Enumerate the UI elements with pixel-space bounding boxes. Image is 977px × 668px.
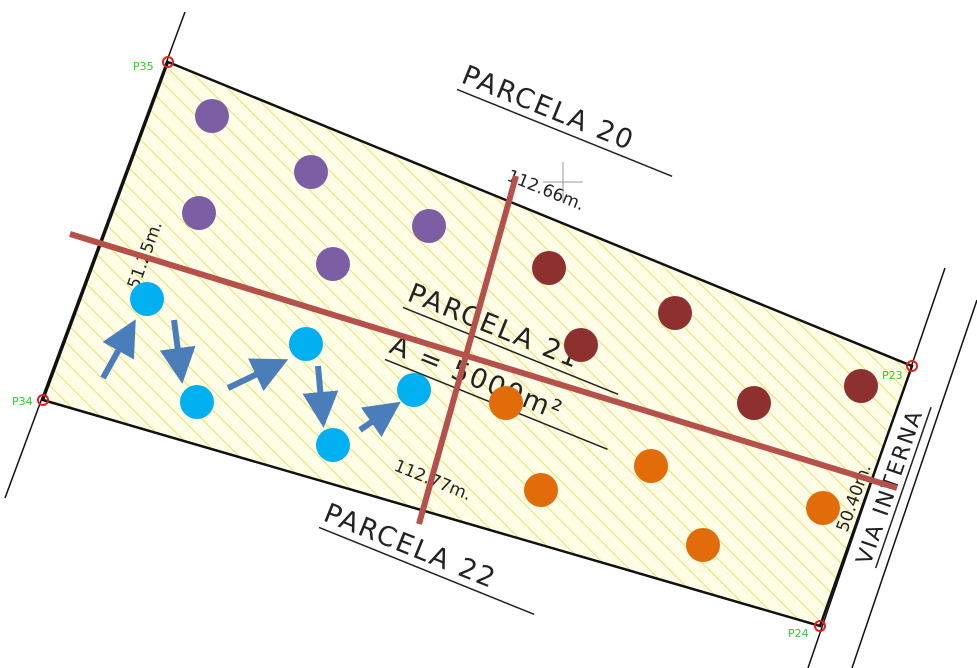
purple-dot (316, 247, 350, 281)
parcel-21-hatch (41, 60, 914, 628)
blue-dot (289, 327, 323, 361)
parcela-20-underline (456, 88, 673, 178)
orange-dot (634, 449, 668, 483)
path-arrow (159, 319, 196, 384)
orange-dot (806, 491, 840, 525)
path-arrow (358, 401, 401, 438)
orange-dot (524, 473, 558, 507)
dark-red-dot (532, 251, 566, 285)
boundary-line-left (4, 11, 186, 499)
parcela-22-underline (318, 526, 535, 616)
orange-dot (686, 528, 720, 562)
path-arrow (100, 319, 136, 380)
via-interna-underline (874, 406, 932, 569)
dividing-line-cross (416, 175, 519, 525)
point-label-p34: P34 (12, 395, 33, 408)
point-label-p35: P35 (133, 60, 154, 73)
dark-red-dot (564, 328, 598, 362)
dark-red-dot (844, 369, 878, 403)
dividing-line-long (69, 231, 898, 491)
parcela-20-label: PARCELA 20 (457, 60, 639, 157)
vertex-p24 (814, 620, 826, 632)
purple-dot (182, 196, 216, 230)
dark-red-dot (737, 386, 771, 420)
survey-cross-mark (543, 162, 583, 202)
vertex-p23 (906, 360, 918, 372)
boundary-line-right-inner (851, 299, 977, 668)
point-label-p24: P24 (788, 627, 809, 640)
blue-dot (180, 385, 214, 419)
vertex-p35 (162, 56, 174, 68)
path-arrow (302, 365, 339, 428)
parcela-21-underline (402, 306, 619, 396)
purple-dot (294, 155, 328, 189)
vertex-p34 (37, 394, 49, 406)
orange-dot (489, 386, 523, 420)
purple-dot (412, 209, 446, 243)
path-arrow (226, 358, 289, 391)
dark-red-dot (658, 296, 692, 330)
blue-dot (397, 373, 431, 407)
blue-dot (316, 428, 350, 462)
blue-dot (130, 282, 164, 316)
point-label-p23: P23 (882, 369, 903, 382)
purple-dot (195, 99, 229, 133)
